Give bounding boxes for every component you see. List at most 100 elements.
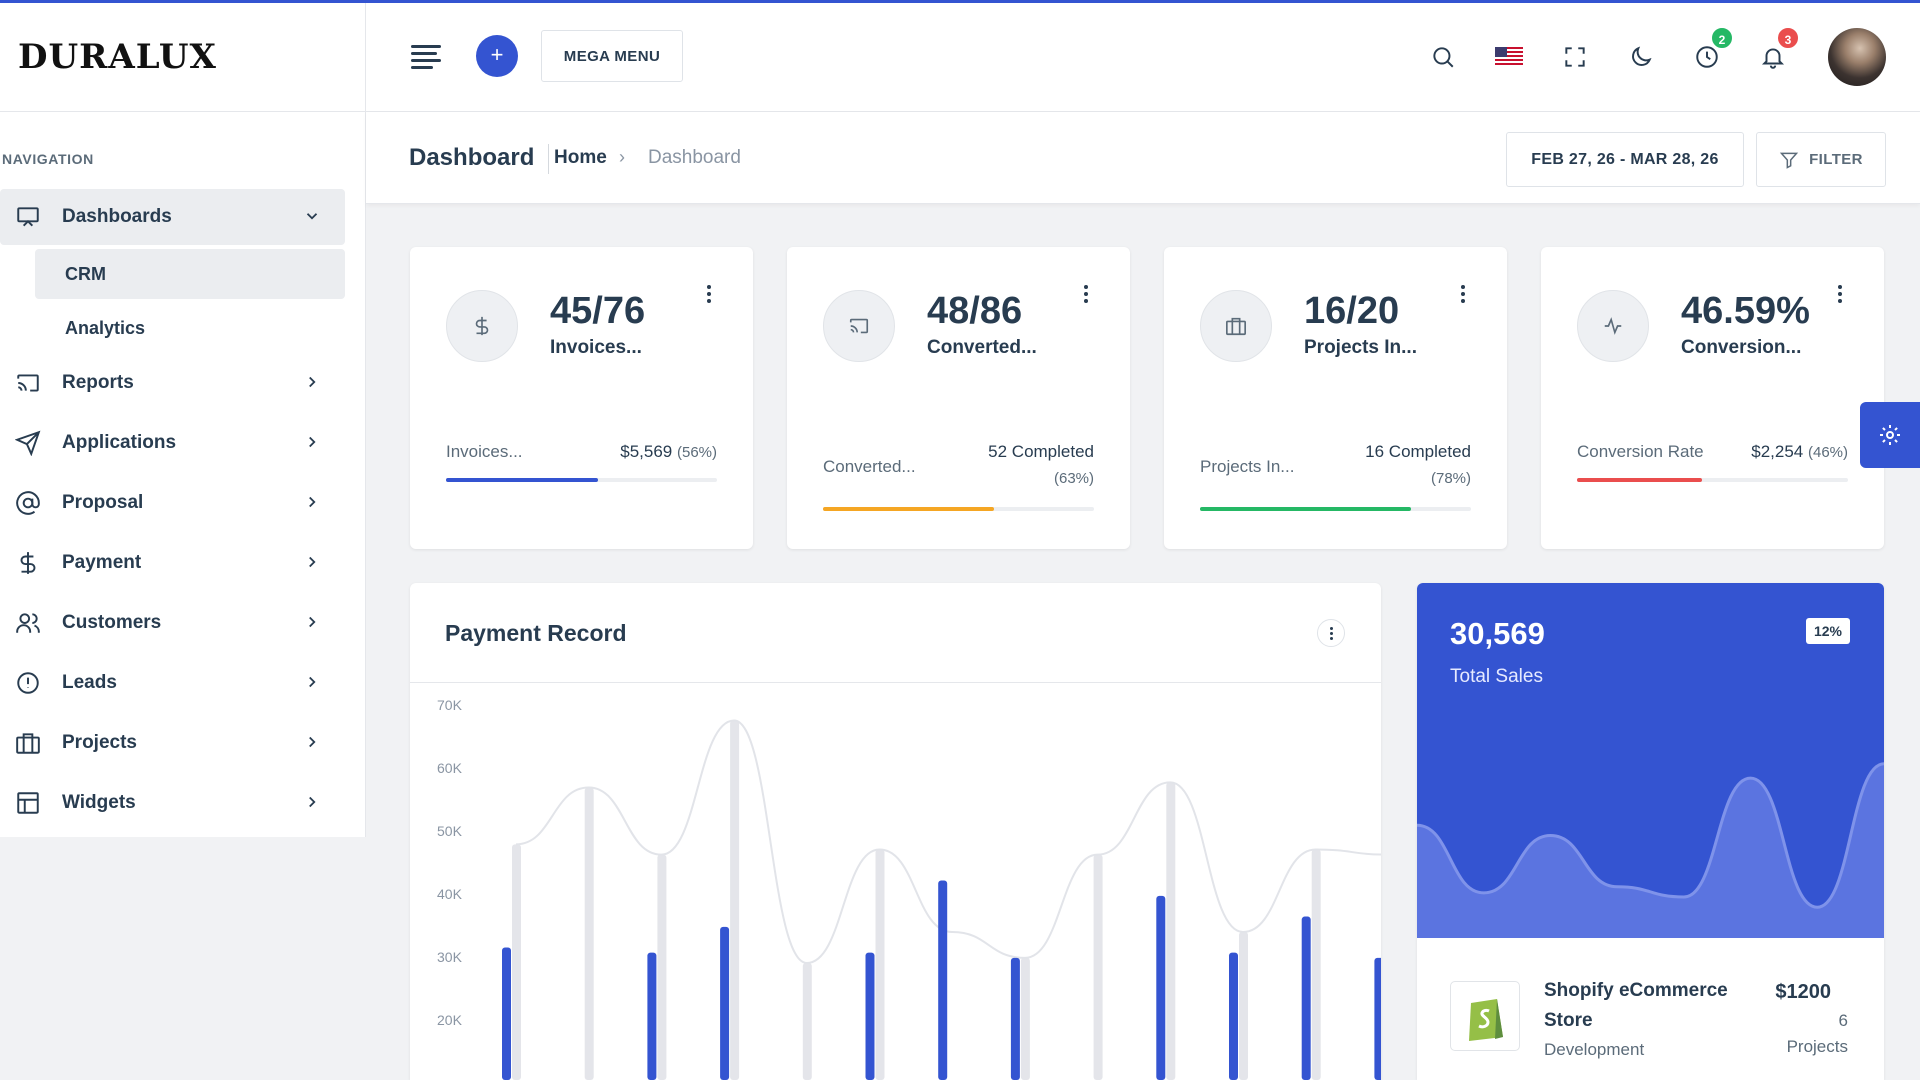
filter-icon — [1779, 152, 1799, 169]
total-sales-badge: 12% — [1805, 618, 1850, 644]
chevron-right-icon — [303, 673, 321, 697]
chart-line-series — [515, 719, 1381, 965]
fullscreen-icon[interactable] — [1558, 40, 1592, 74]
us-flag-icon[interactable] — [1492, 40, 1526, 74]
page-header: Dashboard Home › Dashboard FEB 27, 26 - … — [366, 112, 1920, 204]
sidebar-item-customers[interactable]: Customers — [0, 595, 345, 651]
shopify-logo-icon — [1450, 981, 1520, 1051]
sidebar-item-label: Payment — [62, 552, 142, 573]
payment-record-chart: 70K 60K 50K 40K 30K 20K — [437, 697, 1381, 1080]
sales-wave-line — [1417, 762, 1884, 909]
chart-bar-primary — [938, 880, 948, 1080]
sidebar-subitem-analytics[interactable]: Analytics — [65, 317, 146, 338]
sidebar-item-label: Widgets — [62, 792, 136, 813]
chart-bar-primary — [865, 952, 875, 1080]
gear-icon — [1880, 425, 1900, 445]
chart-bar-primary — [1301, 916, 1311, 1080]
sidebar-item-payment[interactable]: Payment — [0, 535, 345, 591]
store-name[interactable]: Shopify eCommerce Store — [1544, 980, 1728, 1031]
divider — [410, 682, 1381, 683]
stat-foot-pct: (63%) — [1053, 470, 1094, 487]
activity-icon — [1577, 290, 1649, 362]
sidebar-item-reports[interactable]: Reports — [0, 355, 345, 411]
clock-icon[interactable]: 2 — [1690, 26, 1734, 74]
bell-badge: 3 — [1776, 26, 1800, 50]
moon-icon[interactable] — [1624, 40, 1658, 74]
store-project-unit: Projects — [1786, 1037, 1848, 1056]
stat-foot-value: 52 Completed — [988, 442, 1094, 461]
chevron-down-icon — [303, 207, 321, 231]
y-tick-label: 70K — [437, 697, 463, 713]
sidebar-item-label: Leads — [62, 672, 117, 693]
sidebar-item-applications[interactable]: Applications — [0, 415, 345, 471]
sidebar-item-leads[interactable]: Leads — [0, 655, 345, 711]
chevron-right-icon — [303, 613, 321, 637]
cast-icon — [14, 369, 42, 397]
stat-progress — [446, 478, 717, 482]
sidebar-item-widgets[interactable]: Widgets — [0, 775, 345, 831]
at-icon — [14, 489, 42, 517]
total-sales-panel: 30,569 Total Sales 12% — [1417, 583, 1884, 938]
breadcrumb-separator: › — [619, 147, 625, 167]
sidebar: NAVIGATION Dashboards CRM Analytics Repo… — [0, 112, 366, 837]
top-header: + MEGA MENU 2 3 — [366, 3, 1920, 112]
stat-progress-fill — [1200, 507, 1412, 511]
stat-progress — [1200, 507, 1471, 511]
stat-label: Converted... — [927, 337, 1037, 358]
page-title: Dashboard — [409, 144, 550, 174]
total-sales-card: 30,569 Total Sales 12% Shopify eCommerce… — [1417, 583, 1884, 1080]
stat-progress — [1577, 478, 1848, 482]
brand-logo[interactable]: DURALUX — [18, 37, 217, 77]
stat-value: 48/86 — [927, 290, 1023, 332]
sales-wave-area — [1417, 763, 1884, 938]
chart-bar-secondary — [730, 720, 740, 1080]
chart-bar-primary — [1010, 957, 1020, 1080]
menu-toggle-icon[interactable] — [411, 45, 441, 69]
stat-foot-pct: (78%) — [1430, 470, 1471, 487]
chart-bar-secondary — [1311, 849, 1321, 1080]
store-price: $1200 — [1775, 981, 1831, 1003]
store-category: Development — [1544, 1040, 1645, 1059]
stat-foot-value: $5,569 — [620, 442, 673, 461]
more-vertical-icon[interactable] — [707, 285, 713, 306]
alert-circle-icon — [14, 669, 42, 697]
filter-button[interactable]: FILTER — [1756, 132, 1886, 187]
briefcase-icon — [14, 729, 42, 757]
stat-foot-label: Conversion Rate — [1577, 442, 1704, 461]
sidebar-item-proposal[interactable]: Proposal — [0, 475, 345, 531]
chevron-right-icon — [303, 373, 321, 397]
clock-badge: 2 — [1710, 26, 1734, 50]
y-tick-label: 50K — [437, 823, 463, 839]
sidebar-item-label: Proposal — [62, 492, 144, 513]
store-project-count: 6 — [1838, 1011, 1848, 1030]
stat-progress-fill — [823, 507, 994, 511]
user-avatar[interactable] — [1828, 28, 1886, 86]
stat-progress — [823, 507, 1094, 511]
date-range-button[interactable]: FEB 27, 26 - MAR 28, 26 — [1506, 132, 1744, 187]
stat-label: Conversion... — [1681, 337, 1802, 358]
stat-card-conversion: 46.59% Conversion... Conversion Rate $2,… — [1541, 247, 1884, 549]
dollar-icon — [446, 290, 518, 362]
chart-bar-secondary — [1239, 932, 1248, 1080]
chart-bar-secondary — [512, 844, 521, 1080]
more-vertical-icon[interactable] — [1461, 285, 1467, 306]
sidebar-subitem-crm[interactable]: CRM — [35, 249, 345, 299]
stat-value: 45/76 — [550, 290, 646, 332]
more-vertical-icon[interactable] — [1838, 285, 1844, 306]
add-button[interactable]: + — [476, 35, 518, 77]
sales-wave-chart — [1417, 762, 1884, 938]
sidebar-item-dashboards[interactable]: Dashboards — [0, 189, 345, 245]
more-vertical-icon[interactable] — [1084, 285, 1090, 306]
sidebar-item-projects[interactable]: Projects — [0, 715, 345, 771]
settings-gear-button[interactable] — [1860, 402, 1920, 468]
search-icon[interactable] — [1426, 40, 1460, 74]
sidebar-item-label: Reports — [62, 372, 134, 393]
mega-menu-button[interactable]: MEGA MENU — [541, 30, 683, 82]
more-vertical-icon[interactable] — [1317, 619, 1345, 647]
breadcrumb-home[interactable]: Home — [554, 147, 607, 168]
dollar-icon — [14, 549, 42, 577]
chevron-right-icon — [303, 493, 321, 517]
breadcrumb-current: Dashboard — [648, 147, 741, 168]
bell-icon[interactable]: 3 — [1756, 26, 1800, 74]
stat-card-converted: 48/86 Converted... Converted... 52 Compl… — [787, 247, 1130, 549]
